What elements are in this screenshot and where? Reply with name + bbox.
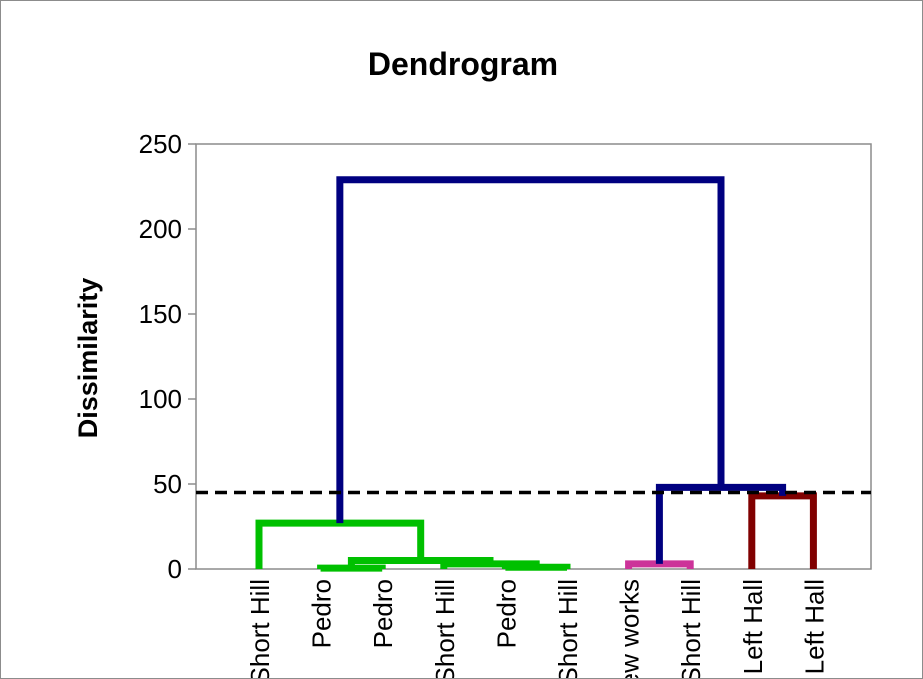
y-tick-label: 150 [139, 299, 182, 329]
y-tick-label: 50 [153, 469, 182, 499]
y-axis-label: Dissimilarity [73, 278, 103, 439]
y-tick-label: 0 [168, 554, 182, 584]
leaf-label: Short Hill [245, 579, 275, 678]
y-axis-ticks: 0 50 100 150 200 250 [139, 129, 196, 584]
leaf-label: Left Hall [799, 579, 829, 674]
leaf-label: New works [615, 579, 645, 678]
leaf-label: Pedro [307, 579, 337, 648]
leaf-label: Short Hill [430, 579, 460, 678]
y-tick-label: 100 [139, 384, 182, 414]
chart-title: Dendrogram [368, 46, 558, 82]
dendrogram-link [336, 176, 725, 524]
leaf-label: Left Hall [738, 579, 768, 674]
plot-area [195, 143, 872, 570]
leaf-label: Short Hill [676, 579, 706, 678]
leaf-labels: Short Hill Pedro Pedro Short Hill Pedro Short… [245, 579, 829, 678]
dendrogram-links [255, 176, 817, 572]
y-tick-label: 250 [139, 129, 182, 159]
dendrogram-link [501, 563, 571, 571]
leaf-label: Short Hill [553, 579, 583, 678]
dendrogram-link [317, 564, 386, 572]
leaf-label: Pedro [491, 579, 521, 648]
y-tick-label: 200 [139, 214, 182, 244]
leaf-label: Pedro [368, 579, 398, 648]
